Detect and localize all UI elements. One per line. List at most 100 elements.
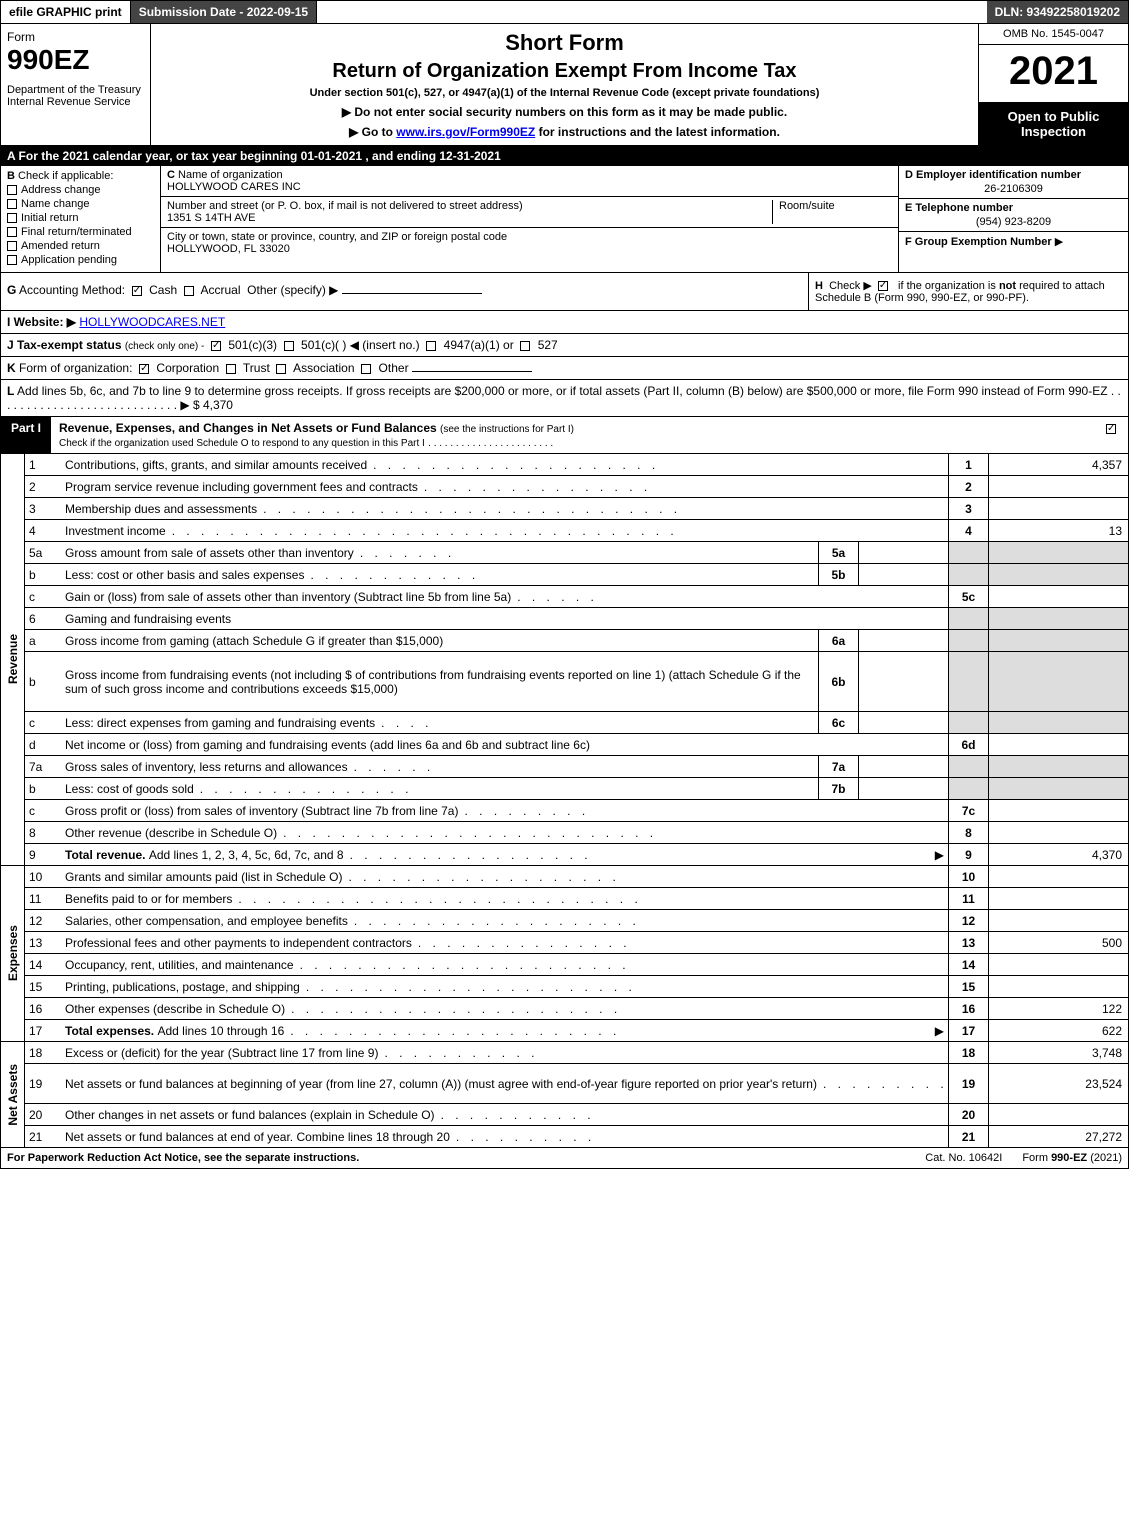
chk-schedule-o[interactable] (1106, 424, 1116, 434)
instr-2-pre: ▶ Go to (349, 125, 396, 139)
line-5c-desc-text: Gain or (loss) from sale of assets other… (65, 590, 511, 604)
line-18-desc-text: Excess or (deficit) for the year (Subtra… (65, 1046, 378, 1060)
chk-address-change[interactable] (7, 185, 17, 195)
revenue-group: Revenue 1 Contributions, gifts, grants, … (1, 454, 1128, 866)
dots: . . . . . . . . . . . . . . . . . . . . … (294, 958, 944, 972)
efile-label: efile GRAPHIC print (1, 1, 131, 23)
line-9-rest: Add lines 1, 2, 3, 4, 5c, 6d, 7c, and 8 (149, 848, 344, 862)
line-16-num: 16 (25, 998, 61, 1019)
line-15-val (988, 976, 1128, 997)
line-6a-num: a (25, 630, 61, 651)
chk-initial-return[interactable] (7, 213, 17, 223)
chk-application-pending[interactable] (7, 255, 17, 265)
f-arrow: ▶ (1055, 236, 1063, 248)
g-cash: Cash (149, 283, 177, 297)
arrow-icon: ▶ (935, 848, 944, 862)
header-right: OMB No. 1545-0047 2021 Open to Public In… (978, 24, 1128, 145)
section-b: B Check if applicable: Address change Na… (1, 166, 161, 272)
instr-2-post: for instructions and the latest informat… (539, 125, 780, 139)
line-5a-num: 5a (25, 542, 61, 563)
j-opt4: 527 (538, 338, 558, 352)
line-19-val: 23,524 (988, 1064, 1128, 1103)
chk-accrual[interactable] (184, 286, 194, 296)
line-13-val: 500 (988, 932, 1128, 953)
chk-501c3[interactable] (211, 341, 221, 351)
chk-cash[interactable] (132, 286, 142, 296)
line-7c-num: c (25, 800, 61, 821)
section-k: K Form of organization: Corporation Trus… (0, 357, 1129, 380)
j-opt2: 501(c)( ) ◀ (insert no.) (301, 338, 420, 352)
line-6a-sub: 6a (818, 630, 858, 651)
part-1-checkbox-cell (1098, 417, 1128, 453)
footer: For Paperwork Reduction Act Notice, see … (0, 1148, 1129, 1169)
line-8-desc-text: Other revenue (describe in Schedule O) (65, 826, 277, 840)
line-17-num: 17 (25, 1020, 61, 1041)
line-6c-num: c (25, 712, 61, 733)
line-18-ref: 18 (948, 1042, 988, 1063)
line-6b-desc: Gross income from fundraising events (no… (61, 652, 818, 711)
section-l: L Add lines 5b, 6c, and 7b to line 9 to … (0, 380, 1129, 417)
line-12-desc: Salaries, other compensation, and employ… (61, 910, 948, 931)
g-label: G (7, 283, 16, 297)
line-3-desc: Membership dues and assessments. . . . .… (61, 498, 948, 519)
line-6c-ref (948, 712, 988, 733)
line-6b-val (988, 652, 1128, 711)
chk-corp[interactable] (139, 364, 149, 374)
part-1-header: Part I Revenue, Expenses, and Changes in… (0, 417, 1129, 454)
line-7b-sub: 7b (818, 778, 858, 799)
line-14-desc-text: Occupancy, rent, utilities, and maintena… (65, 958, 294, 972)
line-2-val (988, 476, 1128, 497)
website-link[interactable]: HOLLYWOODCARES.NET (79, 315, 225, 329)
opt-application-pending: Application pending (21, 254, 117, 266)
chk-assoc[interactable] (276, 364, 286, 374)
line-2-desc-text: Program service revenue including govern… (65, 480, 418, 494)
header-subtitle: Under section 501(c), 527, or 4947(a)(1)… (157, 87, 972, 99)
dots: . . . . . . (511, 590, 944, 604)
irs-link[interactable]: www.irs.gov/Form990EZ (396, 125, 535, 139)
h-label: H (815, 280, 823, 292)
dots: . . . . . . . . . . . . . . . . . . . . … (277, 826, 944, 840)
footer-mid: Cat. No. 10642I (905, 1152, 1022, 1164)
line-5b-sub: 5b (818, 564, 858, 585)
opt-amended-return: Amended return (21, 240, 100, 252)
chk-501c[interactable] (284, 341, 294, 351)
section-c: C Name of organization HOLLYWOOD CARES I… (161, 166, 898, 272)
opt-final-return: Final return/terminated (21, 226, 132, 238)
chk-4947[interactable] (426, 341, 436, 351)
line-3-val (988, 498, 1128, 519)
section-j: J Tax-exempt status (check only one) - 5… (0, 334, 1129, 357)
dots: . . . . . . . . . . . . . . . (412, 936, 944, 950)
chk-527[interactable] (520, 341, 530, 351)
chk-h[interactable] (878, 281, 888, 291)
line-16-desc: Other expenses (describe in Schedule O).… (61, 998, 948, 1019)
line-14: 14 Occupancy, rent, utilities, and maint… (25, 954, 1128, 976)
line-5c-val (988, 586, 1128, 607)
line-4-ref: 4 (948, 520, 988, 541)
chk-other-org[interactable] (361, 364, 371, 374)
line-8-ref: 8 (948, 822, 988, 843)
line-10: 10 Grants and similar amounts paid (list… (25, 866, 1128, 888)
line-7b-desc: Less: cost of goods sold. . . . . . . . … (61, 778, 818, 799)
b-label: B (7, 170, 15, 182)
line-1-desc: Contributions, gifts, grants, and simila… (61, 454, 948, 475)
dots: . . . . . . . . . . (450, 1130, 944, 1144)
line-6b-desc-text: Gross income from fundraising events (no… (65, 668, 808, 696)
line-5c-ref: 5c (948, 586, 988, 607)
k-opt-assoc: Association (293, 361, 354, 375)
c-city-label: City or town, state or province, country… (167, 231, 507, 243)
footer-left: For Paperwork Reduction Act Notice, see … (7, 1152, 905, 1164)
line-1-ref: 1 (948, 454, 988, 475)
chk-amended-return[interactable] (7, 241, 17, 251)
line-13-desc: Professional fees and other payments to … (61, 932, 948, 953)
line-7b: b Less: cost of goods sold. . . . . . . … (25, 778, 1128, 800)
chk-name-change[interactable] (7, 199, 17, 209)
e-label: E Telephone number (905, 202, 1122, 214)
line-10-ref: 10 (948, 866, 988, 887)
line-11-val (988, 888, 1128, 909)
line-9-desc: Total revenue. Add lines 1, 2, 3, 4, 5c,… (61, 844, 948, 865)
line-5b-subval (858, 564, 948, 585)
line-17: 17 Total expenses. Add lines 10 through … (25, 1020, 1128, 1042)
chk-final-return[interactable] (7, 227, 17, 237)
opt-address-change: Address change (21, 184, 101, 196)
chk-trust[interactable] (226, 364, 236, 374)
